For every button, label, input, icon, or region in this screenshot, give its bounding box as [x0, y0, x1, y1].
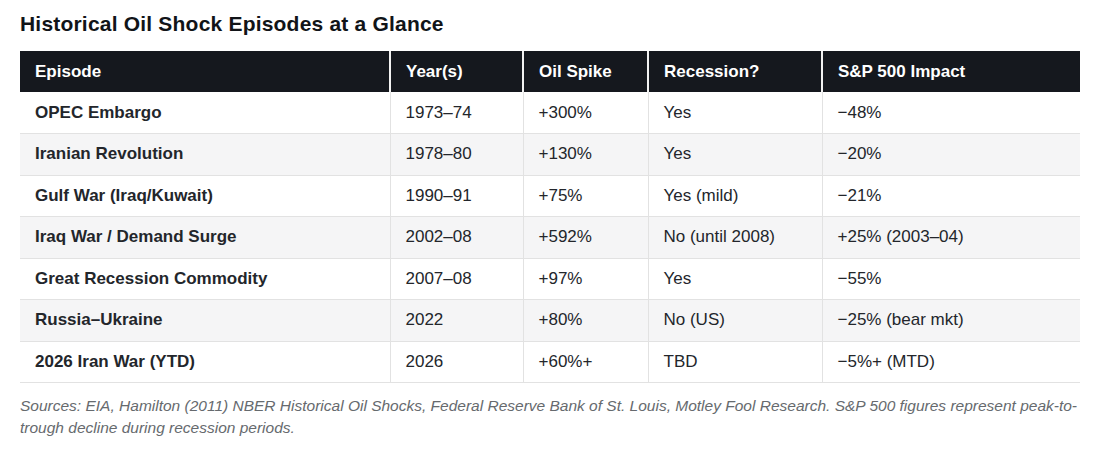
column-header-oil-spike: Oil Spike	[523, 51, 648, 92]
cell-years: 2022	[390, 300, 523, 342]
cell-oil-spike: +130%	[523, 134, 648, 176]
table-row: 2026 Iran War (YTD) 2026 +60%+ TBD −5%+ …	[20, 341, 1080, 383]
cell-sp500-impact: −21%	[822, 175, 1080, 217]
cell-recession: Yes	[648, 92, 822, 134]
table-row: Gulf War (Iraq/Kuwait) 1990–91 +75% Yes …	[20, 175, 1080, 217]
cell-episode: Iraq War / Demand Surge	[20, 217, 390, 259]
cell-sp500-impact: +25% (2003–04)	[822, 217, 1080, 259]
column-header-years: Year(s)	[390, 51, 523, 92]
cell-sp500-impact: −48%	[822, 92, 1080, 134]
table-row: Russia–Ukraine 2022 +80% No (US) −25% (b…	[20, 300, 1080, 342]
table-row: OPEC Embargo 1973–74 +300% Yes −48%	[20, 92, 1080, 134]
cell-recession: No (US)	[648, 300, 822, 342]
oil-shock-table: Episode Year(s) Oil Spike Recession? S&P…	[20, 51, 1080, 383]
page-title: Historical Oil Shock Episodes at a Glanc…	[20, 12, 1093, 36]
column-header-recession: Recession?	[648, 51, 822, 92]
cell-years: 1978–80	[390, 134, 523, 176]
cell-recession: Yes	[648, 134, 822, 176]
cell-years: 1973–74	[390, 92, 523, 134]
cell-recession: No (until 2008)	[648, 217, 822, 259]
cell-oil-spike: +97%	[523, 258, 648, 300]
cell-recession: Yes (mild)	[648, 175, 822, 217]
column-header-episode: Episode	[20, 51, 390, 92]
table-row: Great Recession Commodity 2007–08 +97% Y…	[20, 258, 1080, 300]
cell-years: 2007–08	[390, 258, 523, 300]
cell-years: 2002–08	[390, 217, 523, 259]
cell-oil-spike: +75%	[523, 175, 648, 217]
table-row: Iranian Revolution 1978–80 +130% Yes −20…	[20, 134, 1080, 176]
cell-years: 2026	[390, 341, 523, 383]
cell-episode: OPEC Embargo	[20, 92, 390, 134]
cell-episode: Russia–Ukraine	[20, 300, 390, 342]
cell-years: 1990–91	[390, 175, 523, 217]
cell-oil-spike: +300%	[523, 92, 648, 134]
cell-episode: Great Recession Commodity	[20, 258, 390, 300]
table-header-row: Episode Year(s) Oil Spike Recession? S&P…	[20, 51, 1080, 92]
cell-oil-spike: +592%	[523, 217, 648, 259]
sources-note: Sources: EIA, Hamilton (2011) NBER Histo…	[20, 395, 1085, 439]
table-row: Iraq War / Demand Surge 2002–08 +592% No…	[20, 217, 1080, 259]
cell-oil-spike: +80%	[523, 300, 648, 342]
column-header-sp500-impact: S&P 500 Impact	[822, 51, 1080, 92]
cell-episode: Gulf War (Iraq/Kuwait)	[20, 175, 390, 217]
page: Historical Oil Shock Episodes at a Glanc…	[0, 0, 1113, 459]
cell-sp500-impact: −5%+ (MTD)	[822, 341, 1080, 383]
cell-recession: TBD	[648, 341, 822, 383]
cell-episode: Iranian Revolution	[20, 134, 390, 176]
cell-sp500-impact: −25% (bear mkt)	[822, 300, 1080, 342]
cell-sp500-impact: −55%	[822, 258, 1080, 300]
cell-sp500-impact: −20%	[822, 134, 1080, 176]
cell-episode: 2026 Iran War (YTD)	[20, 341, 390, 383]
cell-recession: Yes	[648, 258, 822, 300]
cell-oil-spike: +60%+	[523, 341, 648, 383]
